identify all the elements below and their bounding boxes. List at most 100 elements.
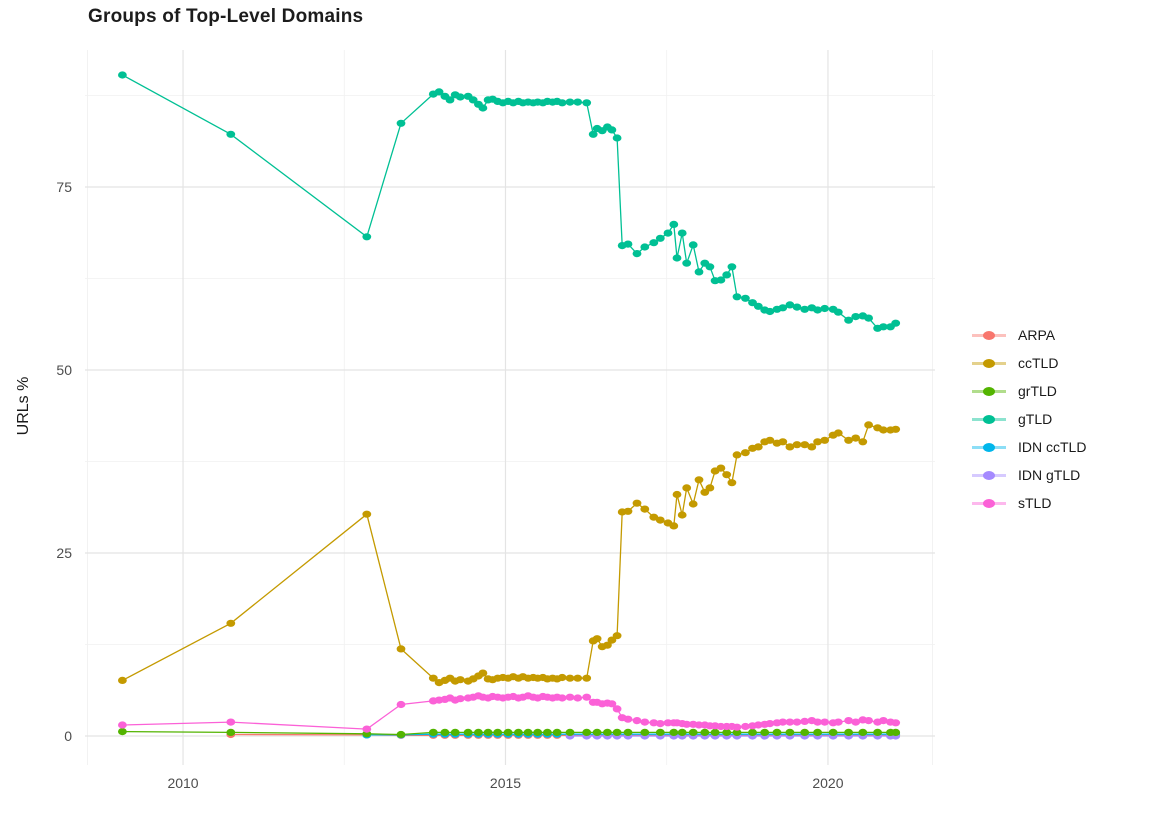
data-point-grtld [493, 728, 503, 737]
data-point-grtld [873, 728, 882, 737]
data-point-stld [879, 717, 888, 725]
data-point-gtld [582, 99, 592, 107]
data-point-gtld [778, 304, 788, 312]
data-point-stld [891, 719, 901, 727]
data-point-gtld [813, 306, 822, 314]
data-point-gtld [573, 98, 583, 106]
data-point-gtld [640, 243, 650, 251]
data-point-grtld [565, 728, 575, 737]
data-point-cctld [694, 476, 704, 484]
data-point-gtld [672, 254, 682, 262]
data-point-cctld [582, 674, 592, 682]
data-point-gtld [891, 319, 901, 327]
data-point-stld [820, 718, 830, 726]
data-point-cctld [722, 471, 732, 479]
data-point-stld [785, 718, 795, 726]
data-point-gtld [688, 241, 698, 249]
data-point-gtld [800, 305, 810, 313]
data-point-grtld [503, 728, 513, 737]
data-point-grtld [396, 730, 406, 739]
data-point-grtld [688, 728, 698, 737]
data-point-grtld [533, 728, 543, 737]
data-point-cctld [753, 443, 763, 451]
data-point-cctld [732, 451, 742, 459]
data-point-gtld [478, 104, 488, 112]
data-point-cctld [833, 429, 843, 437]
data-point-grtld [523, 728, 533, 737]
legend-label-idn-gtld: IDN gTLD [1018, 467, 1081, 483]
legend-item-idn-cctld: IDN ccTLD [972, 433, 1086, 461]
data-point-cctld [669, 522, 679, 530]
data-point-grtld [450, 728, 460, 737]
data-point-gtld [632, 250, 642, 258]
data-point-grtld [748, 728, 757, 737]
series-line-cctld [122, 424, 896, 684]
data-point-gtld [669, 220, 679, 228]
y-tick-label: 75 [56, 179, 72, 195]
data-point-cctld [844, 436, 853, 444]
data-point-cctld [807, 443, 817, 451]
legend-dot-icon [983, 330, 995, 340]
data-point-stld [455, 695, 465, 703]
data-point-gtld [118, 71, 127, 79]
data-point-grtld [552, 728, 562, 737]
data-point-stld [844, 717, 853, 725]
legend-key-idn-cctld [972, 441, 1006, 453]
data-point-grtld [891, 728, 901, 737]
data-point-stld [813, 718, 822, 726]
data-point-cctld [557, 673, 567, 682]
data-point-gtld [623, 240, 633, 248]
data-point-grtld [612, 728, 622, 737]
legend-item-grtld: grTLD [972, 377, 1086, 405]
y-tick-label: 25 [56, 545, 72, 561]
data-point-cctld [455, 676, 465, 684]
data-point-gtld [833, 308, 843, 316]
data-point-gtld [753, 302, 763, 310]
data-point-grtld [514, 728, 523, 737]
data-point-gtld [612, 134, 622, 142]
legend-dot-icon [983, 358, 995, 368]
data-point-grtld [677, 728, 687, 737]
data-point-grtld [844, 728, 853, 737]
x-tick-label: 2010 [167, 775, 198, 791]
data-point-grtld [592, 728, 602, 737]
data-point-grtld [813, 728, 822, 737]
data-point-cctld [640, 505, 650, 513]
data-point-grtld [463, 728, 473, 737]
legend-key-idn-gtld [972, 469, 1006, 481]
legend-key-grtld [972, 385, 1006, 397]
legend-label-grtld: grTLD [1018, 383, 1057, 399]
legend-key-gtld [972, 413, 1006, 425]
data-point-cctld [649, 513, 659, 521]
data-point-grtld [474, 728, 483, 737]
data-point-gtld [705, 263, 715, 271]
data-point-cctld [612, 632, 622, 640]
data-point-gtld [741, 294, 750, 302]
data-point-gtld [434, 88, 444, 96]
data-point-gtld [785, 301, 795, 309]
legend-key-cctld [972, 357, 1006, 369]
data-point-cctld [879, 426, 888, 434]
y-tick-label: 50 [56, 362, 72, 378]
data-point-grtld [118, 728, 127, 736]
data-point-stld [732, 723, 742, 731]
data-point-stld [226, 718, 236, 726]
data-point-gtld [649, 239, 659, 247]
data-point-stld [362, 725, 372, 733]
legend: ARPA ccTLD grTLD gTLD IDN ccTLD IDN gTLD… [972, 321, 1086, 517]
data-point-cctld [655, 516, 665, 524]
data-point-cctld [603, 641, 612, 649]
legend-dot-icon [983, 414, 995, 424]
legend-label-idn-cctld: IDN ccTLD [1018, 439, 1087, 455]
data-point-grtld [582, 728, 592, 737]
data-point-cctld [677, 511, 687, 519]
legend-label-arpa: ARPA [1018, 327, 1056, 343]
data-point-cctld [428, 674, 438, 682]
data-point-gtld [455, 93, 465, 101]
data-point-stld [118, 721, 127, 729]
data-point-cctld [592, 635, 602, 643]
data-point-cctld [800, 441, 810, 449]
data-point-cctld [672, 490, 682, 499]
data-point-stld [765, 720, 775, 728]
